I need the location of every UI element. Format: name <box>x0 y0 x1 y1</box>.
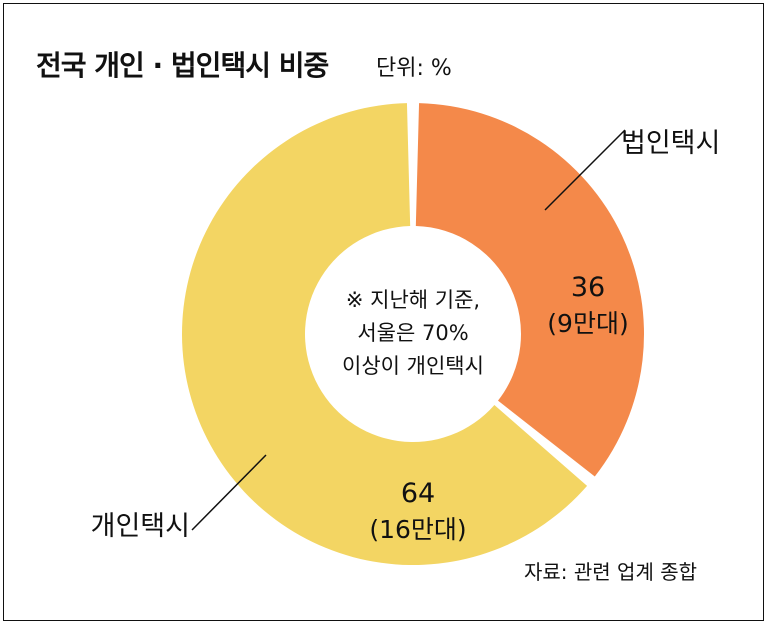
leader-line-0 <box>544 129 626 211</box>
unit-label: 단위: % <box>376 56 452 81</box>
value-label-0: 36 <box>571 272 605 303</box>
chart-title: 전국 개인 · 법인택시 비중 <box>36 49 329 82</box>
leader-line-1 <box>191 454 267 531</box>
count-label-1: (16만대) <box>369 515 466 544</box>
center-note-line: 서울은 70% <box>357 321 468 345</box>
center-note-line: 이상이 개인택시 <box>342 354 484 378</box>
center-note: ※ 지난해 기준, 서울은 70% 이상이 개인택시 <box>342 288 484 378</box>
count-label-0: (9만대) <box>547 309 628 338</box>
source-note: 자료: 관련 업계 종합 <box>524 560 698 584</box>
category-label-1: 개인택시 <box>91 511 190 542</box>
slice-0 <box>415 103 644 477</box>
slices-group <box>181 103 644 565</box>
center-note-line: ※ 지난해 기준, <box>346 288 480 312</box>
value-label-1: 64 <box>401 478 435 509</box>
category-label-0: 법인택시 <box>621 128 720 159</box>
slice-1 <box>181 103 588 565</box>
